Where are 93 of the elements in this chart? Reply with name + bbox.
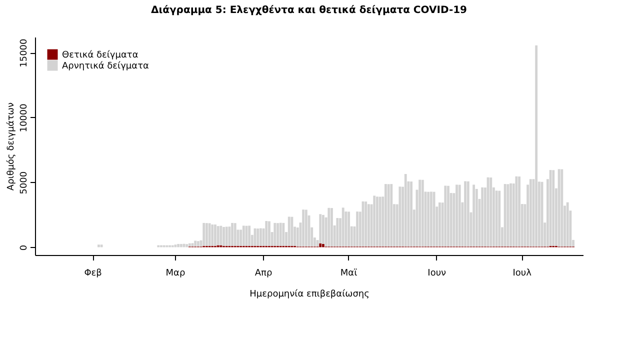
bar	[447, 186, 450, 247]
bar	[302, 210, 305, 247]
y-tick-label: 0	[20, 244, 30, 251]
x-tick-label: Μαρ	[166, 268, 186, 278]
bar	[356, 212, 359, 247]
y-tick-label: 15000	[20, 38, 30, 68]
bar	[421, 180, 424, 247]
bar	[373, 196, 376, 247]
bar	[304, 210, 308, 247]
y-axis-title: Αριθμός δειγμάτων	[6, 102, 16, 191]
bar	[259, 228, 262, 246]
bar	[410, 182, 413, 247]
bar	[276, 223, 279, 246]
bar	[268, 221, 270, 246]
bar	[202, 222, 206, 246]
bar	[186, 244, 188, 248]
y-tick-label: 5000	[20, 171, 30, 194]
bar	[430, 192, 432, 247]
bar	[290, 216, 294, 246]
bar	[510, 183, 512, 247]
bar	[364, 202, 368, 247]
x-tick-label: Απρ	[254, 268, 272, 278]
bar	[472, 184, 476, 247]
y-tick-label: 10000	[20, 103, 30, 132]
bar	[342, 208, 344, 247]
bar	[194, 240, 197, 247]
bar	[498, 190, 501, 247]
bar	[319, 214, 322, 244]
bar	[222, 226, 225, 246]
x-tick-label: Μαϊ	[340, 268, 358, 278]
bar	[456, 184, 458, 247]
bar	[98, 244, 100, 248]
bar	[336, 218, 339, 247]
bar	[490, 178, 492, 247]
bar	[242, 226, 245, 246]
bar	[506, 184, 510, 247]
bar	[552, 170, 555, 246]
bar	[481, 187, 484, 247]
bar	[466, 181, 470, 247]
bar	[288, 216, 290, 246]
x-tick-label: Φεβ	[84, 268, 102, 278]
bar	[188, 243, 191, 247]
bar	[398, 186, 402, 247]
bar	[535, 45, 538, 247]
bar	[427, 192, 430, 247]
x-axis-title: Ημερομηνία επιβεβαίωσης	[250, 288, 370, 300]
bar	[367, 204, 370, 247]
bar	[216, 226, 220, 246]
bar	[390, 184, 393, 247]
bar	[319, 243, 322, 248]
bar	[274, 222, 276, 246]
bar	[518, 176, 520, 247]
bar	[418, 180, 422, 247]
bar	[234, 223, 236, 246]
chart-title: Διάγραμμα 5: Ελεγχθέντα και θετικά δείγματα COVID-19	[150, 5, 468, 16]
legend-label: Θετικά δείγματα	[62, 50, 138, 60]
bar	[282, 222, 285, 246]
bar	[376, 196, 378, 247]
bar	[100, 244, 103, 248]
bar	[265, 221, 268, 246]
bar	[322, 214, 324, 244]
bar	[211, 224, 214, 246]
bar	[214, 224, 216, 246]
bar	[566, 202, 569, 247]
bar	[177, 244, 180, 248]
bar	[384, 184, 387, 247]
bar	[174, 244, 177, 248]
bar	[279, 222, 282, 246]
bar	[328, 208, 330, 247]
bar	[560, 169, 564, 247]
bar	[529, 179, 532, 247]
x-tick-label: Ιουλ	[512, 268, 532, 278]
bar	[330, 208, 333, 247]
bar	[404, 174, 407, 247]
bar	[196, 241, 200, 247]
bar	[444, 186, 447, 247]
bar	[438, 202, 441, 247]
bar	[205, 223, 208, 246]
bar	[475, 188, 478, 247]
bar	[220, 226, 222, 246]
bar	[256, 228, 260, 246]
bar	[464, 181, 466, 247]
bar	[240, 230, 242, 246]
bar	[504, 184, 506, 247]
bar	[248, 226, 251, 246]
bar	[458, 184, 461, 247]
legend-label: Αρνητικά δείγματα	[62, 60, 149, 72]
bar	[180, 244, 182, 248]
bar	[225, 226, 228, 246]
bar	[231, 222, 234, 246]
bar	[348, 212, 350, 247]
x-tick-label: Ιουν	[428, 268, 446, 278]
bar	[322, 244, 324, 248]
